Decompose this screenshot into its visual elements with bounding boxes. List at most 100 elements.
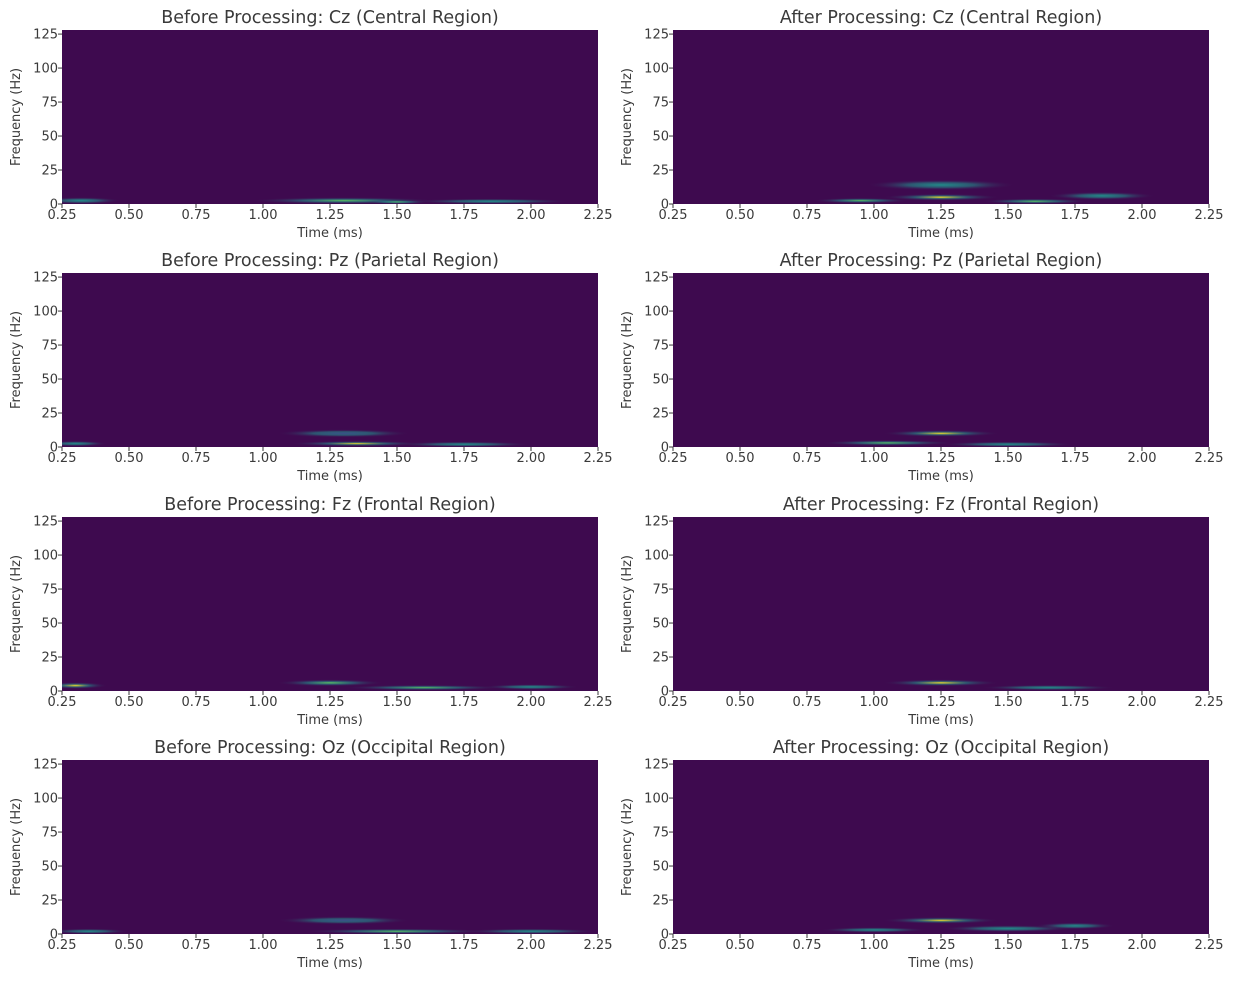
y-tick-label: 125 — [644, 515, 669, 530]
y-tick-label: 0 — [50, 198, 58, 213]
hotspot — [276, 429, 411, 438]
spectrogram-panel-2: After Processing: Cz (Central Region) 0.2… — [620, 8, 1223, 241]
x-tick-label: 1.50 — [383, 208, 412, 223]
x-tick-label: 1.00 — [860, 451, 889, 466]
hotspot — [882, 679, 1000, 687]
y-tick-label: 75 — [41, 583, 58, 598]
hotspot — [62, 682, 108, 689]
y-tick-label: 100 — [644, 792, 669, 807]
hotspot-layer — [62, 679, 580, 691]
y-tick-label: 0 — [50, 685, 58, 700]
x-tick-label: 2.00 — [517, 208, 546, 223]
x-tick-label: 2.00 — [517, 695, 546, 710]
y-tick-label: 100 — [33, 62, 58, 77]
x-tick-label: 1.75 — [1061, 451, 1090, 466]
y-tick-label: 0 — [50, 928, 58, 943]
x-tick-label: 2.25 — [1195, 695, 1224, 710]
spectrogram-panel-5: Before Processing: Fz (Frontal Region) 0.… — [9, 495, 612, 728]
hotspot — [941, 441, 1075, 447]
spectrogram-panel-6: After Processing: Fz (Frontal Region) 0.2… — [620, 495, 1223, 728]
spectrogram-panel-7: Before Processing: Oz (Occipital Region)… — [9, 738, 612, 971]
hotspot — [62, 440, 108, 447]
y-tick-label: 50 — [652, 617, 669, 632]
hotspot — [289, 440, 424, 447]
x-tick-label: 0.25 — [48, 208, 77, 223]
x-axis-label: Time (ms) — [296, 469, 363, 484]
spectrogram-background — [62, 30, 598, 204]
hotspot — [343, 684, 505, 691]
hotspot — [276, 916, 411, 925]
hotspot — [62, 928, 129, 934]
spectrogram-panel-3: Before Processing: Pz (Parietal Region) 0… — [9, 251, 612, 484]
hotspot — [882, 917, 1000, 924]
y-tick-label: 100 — [33, 549, 58, 564]
hotspot — [1048, 191, 1156, 200]
panel-title: Before Processing: Pz (Parietal Region) — [161, 251, 499, 271]
y-tick-label: 125 — [644, 28, 669, 43]
panel-title: Before Processing: Fz (Frontal Region) — [164, 495, 495, 515]
x-axis-label: Time (ms) — [296, 713, 363, 728]
x-tick-label: 1.75 — [1061, 938, 1090, 953]
y-tick-label: 25 — [652, 407, 669, 422]
x-tick-label: 2.00 — [1128, 208, 1157, 223]
x-tick-label: 1.75 — [1061, 695, 1090, 710]
x-tick-label: 0.50 — [726, 695, 755, 710]
x-tick-label: 1.25 — [927, 208, 956, 223]
x-tick-label: 0.25 — [48, 451, 77, 466]
x-tick-label: 1.25 — [316, 695, 345, 710]
x-tick-label: 2.00 — [517, 451, 546, 466]
hotspot — [482, 684, 580, 690]
x-tick-label: 1.50 — [383, 938, 412, 953]
hotspot — [981, 684, 1116, 691]
y-tick-label: 100 — [644, 305, 669, 320]
y-tick-label: 100 — [33, 305, 58, 320]
y-axis-label: Frequency (Hz) — [620, 68, 635, 166]
spectrogram-panel-8: After Processing: Oz (Occipital Region) 0… — [620, 738, 1223, 971]
x-tick-label: 1.00 — [249, 938, 278, 953]
hotspot — [812, 197, 909, 204]
y-tick-label: 125 — [33, 28, 58, 43]
y-axis-label: Frequency (Hz) — [620, 555, 635, 653]
x-tick-label: 0.50 — [726, 451, 755, 466]
y-tick-label: 125 — [33, 758, 58, 773]
x-tick-label: 2.00 — [517, 938, 546, 953]
y-tick-label: 50 — [41, 373, 58, 388]
y-tick-label: 25 — [41, 164, 58, 179]
x-tick-label: 0.75 — [182, 451, 211, 466]
spectrogram-background — [62, 517, 598, 691]
x-axis-label: Time (ms) — [907, 956, 974, 971]
panel-title: After Processing: Oz (Occipital Region) — [773, 738, 1109, 758]
spectrogram-panel-1: Before Processing: Cz (Central Region) 0.… — [9, 8, 612, 241]
y-tick-label: 50 — [652, 373, 669, 388]
y-tick-label: 50 — [652, 130, 669, 145]
x-tick-label: 1.25 — [927, 695, 956, 710]
x-tick-label: 0.75 — [793, 695, 822, 710]
hotspot — [410, 198, 572, 204]
x-tick-label: 0.25 — [659, 208, 688, 223]
y-tick-label: 50 — [41, 860, 58, 875]
y-tick-label: 25 — [652, 651, 669, 666]
y-tick-label: 100 — [33, 792, 58, 807]
y-tick-label: 50 — [41, 130, 58, 145]
y-tick-label: 125 — [33, 515, 58, 530]
hotspot — [397, 441, 531, 447]
hotspot-layer — [820, 917, 1116, 933]
hotspot-layer — [882, 679, 1116, 691]
y-tick-label: 50 — [652, 860, 669, 875]
x-tick-label: 2.25 — [1195, 208, 1224, 223]
x-axis-label: Time (ms) — [296, 956, 363, 971]
hotspot — [882, 430, 1000, 437]
hotspot — [981, 198, 1089, 204]
spectrogram-panel-4: After Processing: Pz (Parietal Region) 0.… — [620, 251, 1223, 484]
x-tick-label: 1.00 — [249, 695, 278, 710]
y-tick-label: 0 — [661, 928, 669, 943]
x-tick-label: 1.50 — [994, 695, 1023, 710]
x-tick-label: 2.25 — [1195, 451, 1224, 466]
y-tick-label: 25 — [41, 894, 58, 909]
x-tick-label: 0.50 — [115, 695, 144, 710]
x-tick-label: 2.25 — [1195, 938, 1224, 953]
x-tick-label: 1.50 — [383, 695, 412, 710]
y-tick-label: 125 — [644, 271, 669, 286]
y-tick-label: 100 — [644, 62, 669, 77]
